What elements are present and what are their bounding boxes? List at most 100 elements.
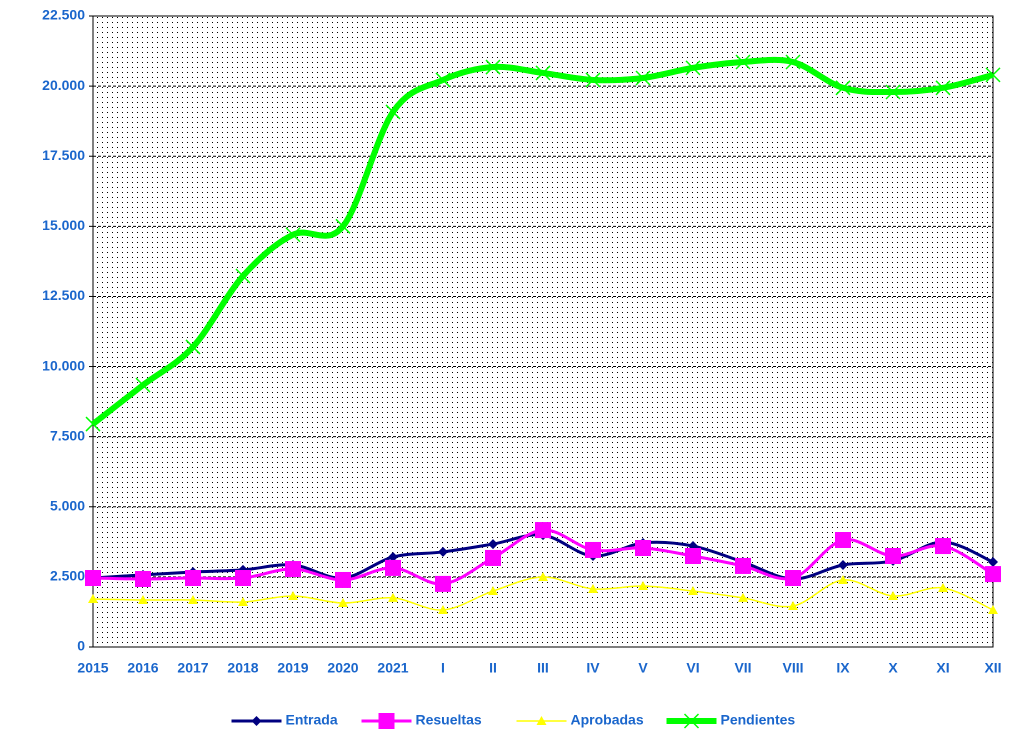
y-tick-label: 2.500 — [50, 568, 85, 584]
data-point — [185, 570, 201, 587]
data-point — [838, 559, 848, 570]
x-tick-label: 2021 — [377, 660, 408, 676]
data-point — [238, 596, 248, 606]
y-tick-label: 7.500 — [50, 427, 85, 443]
data-point — [838, 574, 848, 584]
x-tick-label: 2020 — [327, 660, 358, 676]
data-point — [635, 540, 651, 557]
y-tick-label: 20.000 — [42, 77, 85, 93]
data-point — [588, 583, 598, 593]
data-point — [888, 590, 898, 600]
data-point — [138, 595, 148, 605]
data-point — [135, 377, 151, 393]
data-point — [785, 54, 801, 70]
x-tick-label: 2018 — [227, 660, 258, 676]
data-point — [688, 586, 698, 596]
data-point — [988, 557, 998, 568]
legend-label: Resueltas — [416, 712, 482, 728]
y-tick-label: 0 — [77, 638, 85, 654]
legend-item: Entrada — [231, 712, 338, 728]
data-point — [985, 566, 1001, 583]
legend-item: Aprobadas — [516, 712, 644, 728]
data-point — [935, 538, 951, 555]
legend-label: Entrada — [286, 712, 338, 728]
data-point — [435, 72, 451, 88]
x-tick-label: X — [888, 660, 898, 676]
data-point — [535, 65, 551, 81]
data-point — [338, 597, 348, 607]
data-point — [385, 559, 401, 576]
data-point — [735, 54, 751, 70]
data-point — [488, 539, 498, 550]
data-point — [335, 571, 351, 588]
x-tick-label: VII — [734, 660, 751, 676]
legend-marker — [536, 716, 547, 725]
legend-marker — [378, 713, 395, 729]
x-tick-label: IX — [836, 660, 850, 676]
data-point — [435, 575, 451, 592]
data-point — [485, 549, 501, 566]
data-point — [335, 218, 351, 234]
data-point — [88, 594, 98, 604]
data-point — [785, 570, 801, 587]
legend-marker — [251, 716, 262, 726]
data-point — [985, 67, 1001, 83]
data-point — [635, 70, 651, 86]
plot-area — [92, 15, 994, 648]
x-tick-label: IV — [586, 660, 600, 676]
data-point — [885, 84, 901, 100]
legend-item: Pendientes — [666, 712, 796, 729]
data-point — [285, 227, 301, 243]
x-tick-label: VIII — [782, 660, 803, 676]
data-point — [638, 581, 648, 591]
data-point — [788, 601, 798, 611]
data-point — [485, 59, 501, 75]
x-tick-label: 2019 — [277, 660, 308, 676]
x-tick-label: II — [489, 660, 497, 676]
data-point — [585, 72, 601, 88]
x-tick-label: I — [441, 660, 445, 676]
data-point — [135, 570, 151, 587]
data-point — [438, 604, 448, 614]
x-tick-label: V — [638, 660, 648, 676]
data-point — [885, 547, 901, 564]
data-point — [185, 339, 201, 355]
y-tick-label: 17.500 — [42, 147, 85, 163]
data-point — [585, 541, 601, 558]
data-point — [835, 80, 851, 96]
data-point — [388, 551, 398, 562]
data-point — [538, 572, 548, 582]
data-point — [188, 595, 198, 605]
x-tick-label: 2016 — [127, 660, 158, 676]
data-point — [988, 604, 998, 614]
data-point — [285, 561, 301, 578]
data-point — [938, 582, 948, 592]
x-tick-label: 2015 — [77, 660, 108, 676]
data-point — [685, 547, 701, 564]
data-point — [235, 268, 251, 284]
data-point — [488, 586, 498, 596]
legend-item: Resueltas — [361, 712, 482, 729]
x-tick-label: XI — [936, 660, 949, 676]
data-point — [235, 570, 251, 587]
data-point — [738, 592, 748, 602]
x-tick-label: VI — [686, 660, 699, 676]
y-tick-label: 5.000 — [50, 497, 85, 513]
data-point — [438, 546, 448, 557]
data-point — [835, 532, 851, 549]
y-tick-label: 22.500 — [42, 7, 85, 23]
data-point — [388, 592, 398, 602]
data-point — [735, 557, 751, 574]
y-tick-label: 15.000 — [42, 217, 85, 233]
data-point — [85, 416, 101, 432]
data-point — [385, 104, 401, 120]
y-tick-label: 12.500 — [42, 287, 85, 303]
data-point — [935, 80, 951, 96]
data-point — [535, 522, 551, 539]
data-point — [288, 590, 298, 600]
x-tick-label: 2017 — [177, 660, 208, 676]
legend-label: Aprobadas — [571, 712, 644, 728]
legend-label: Pendientes — [721, 712, 796, 728]
x-tick-label: III — [537, 660, 549, 676]
